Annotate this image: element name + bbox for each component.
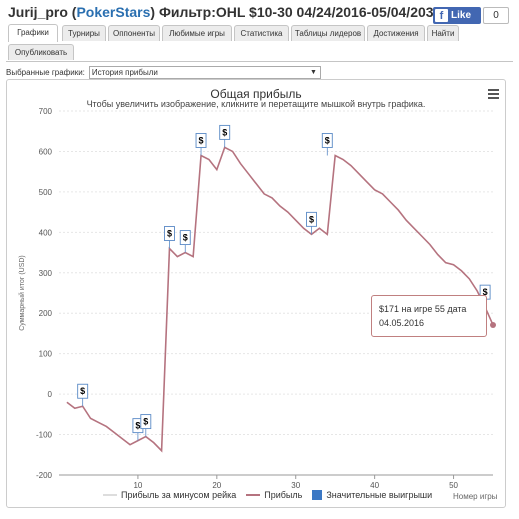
site-name[interactable]: PokerStars — [76, 4, 151, 20]
tab-bar: Графики Турниры Оппоненты Любимые игры С… — [6, 24, 513, 62]
y-tick-label: 700 — [39, 107, 53, 116]
x-tick-label: 50 — [449, 481, 458, 490]
x-tick-label: 40 — [370, 481, 379, 490]
y-tick-label: 100 — [39, 350, 53, 359]
tab-tournaments[interactable]: Турниры — [62, 25, 106, 41]
chart-title: Общая прибыль — [210, 87, 302, 101]
page-title: Jurij_pro (PokerStars) Фильтр:OHL $10-30… — [8, 4, 442, 20]
player-name: Jurij_pro — [8, 4, 68, 20]
chart-select-value: История прибыли — [91, 68, 158, 77]
y-tick-label: -100 — [36, 431, 53, 440]
legend-item-profit[interactable]: Прибыль — [264, 490, 303, 500]
win-flag-label: $ — [199, 135, 204, 145]
chart-selector-row: Выбранные графики: История прибыли ▼ — [6, 66, 321, 79]
chart-legend: Прибыль за минусом рейка Прибыль Значите… — [93, 490, 432, 500]
header: Jurij_pro (PokerStars) Фильтр:OHL $10-30… — [8, 4, 513, 24]
win-flag — [195, 133, 207, 148]
y-tick-label: 600 — [39, 147, 53, 156]
legend-swatch-rake — [103, 494, 117, 496]
x-tick-label: 30 — [291, 481, 300, 490]
legend-item-rake[interactable]: Прибыль за минусом рейка — [121, 490, 237, 500]
legend-item-big-wins[interactable]: Значительные выигрыши — [326, 490, 433, 500]
legend-swatch-profit — [246, 494, 261, 496]
chart-selector-label: Выбранные графики: — [6, 68, 85, 77]
tab-statistics[interactable]: Статистика — [234, 25, 289, 41]
facebook-icon: f — [435, 9, 448, 22]
win-flag — [321, 133, 333, 148]
win-flag-label: $ — [309, 214, 314, 224]
win-flag — [219, 124, 231, 140]
win-flag-label: $ — [222, 127, 227, 137]
chart-tooltip: $171 на игре 55 дата 04.05.2016 — [371, 295, 487, 337]
like-label: Like — [451, 10, 472, 21]
tab-leaderboards[interactable]: Таблицы лидеров — [291, 25, 365, 41]
tab-find[interactable]: Найти — [427, 25, 459, 41]
win-flag-label: $ — [143, 417, 148, 427]
win-flag-label: $ — [325, 135, 330, 145]
like-count: 0 — [483, 7, 509, 24]
x-axis-label: Номер игры — [453, 492, 498, 501]
tab-opponents[interactable]: Оппоненты — [108, 25, 160, 41]
win-flag-label: $ — [483, 287, 488, 297]
tooltip-line-2: 04.05.2016 — [379, 318, 425, 328]
y-tick-label: 500 — [39, 188, 53, 197]
win-flag — [179, 230, 191, 246]
win-flag-label: $ — [167, 229, 172, 239]
win-flag-label: $ — [80, 386, 85, 396]
x-tick-label: 20 — [212, 481, 221, 490]
filter-label: Фильтр:OHL $10-30 04/24/2016-05/04/2031 — [158, 4, 442, 20]
win-flag-label: $ — [135, 421, 140, 431]
chart-menu-icon[interactable] — [488, 89, 499, 101]
win-flag — [164, 226, 175, 241]
chart-select[interactable]: История прибыли ▼ — [88, 66, 321, 79]
tab-favorite-games[interactable]: Любимые игры — [162, 25, 232, 41]
y-axis-label: Суммарный итог (USD) — [18, 255, 26, 331]
tooltip-line-1: $171 на игре 55 дата — [379, 304, 467, 314]
profit-chart[interactable]: -200 -100 0 100 200 300 400 500 600 700 10 20 30 40 50… — [7, 80, 505, 507]
win-flag-label: $ — [183, 233, 188, 243]
y-tick-label: 0 — [48, 390, 53, 399]
tab-charts[interactable]: Графики — [8, 24, 58, 42]
chart-subtitle: Чтобы увеличить изображение, кликните и … — [86, 99, 426, 109]
facebook-like-button[interactable]: f Like — [433, 7, 481, 24]
hover-point — [490, 321, 496, 328]
y-tick-label: 200 — [39, 309, 53, 318]
y-tick-label: -200 — [36, 471, 53, 480]
win-flag — [306, 211, 317, 227]
tab-divider — [6, 61, 513, 62]
tab-achievements[interactable]: Достижения — [367, 25, 425, 41]
tab-publish[interactable]: Опубликовать — [8, 44, 74, 60]
y-tick-label: 400 — [39, 228, 53, 237]
chevron-down-icon: ▼ — [309, 69, 317, 76]
x-tick-label: 10 — [133, 481, 142, 490]
win-flag — [140, 414, 152, 430]
win-flag — [77, 383, 89, 399]
chart-panel[interactable]: Общая прибыль Чтобы увеличить изображени… — [6, 79, 506, 508]
legend-swatch-wins — [312, 490, 323, 500]
y-tick-label: 300 — [39, 269, 53, 278]
